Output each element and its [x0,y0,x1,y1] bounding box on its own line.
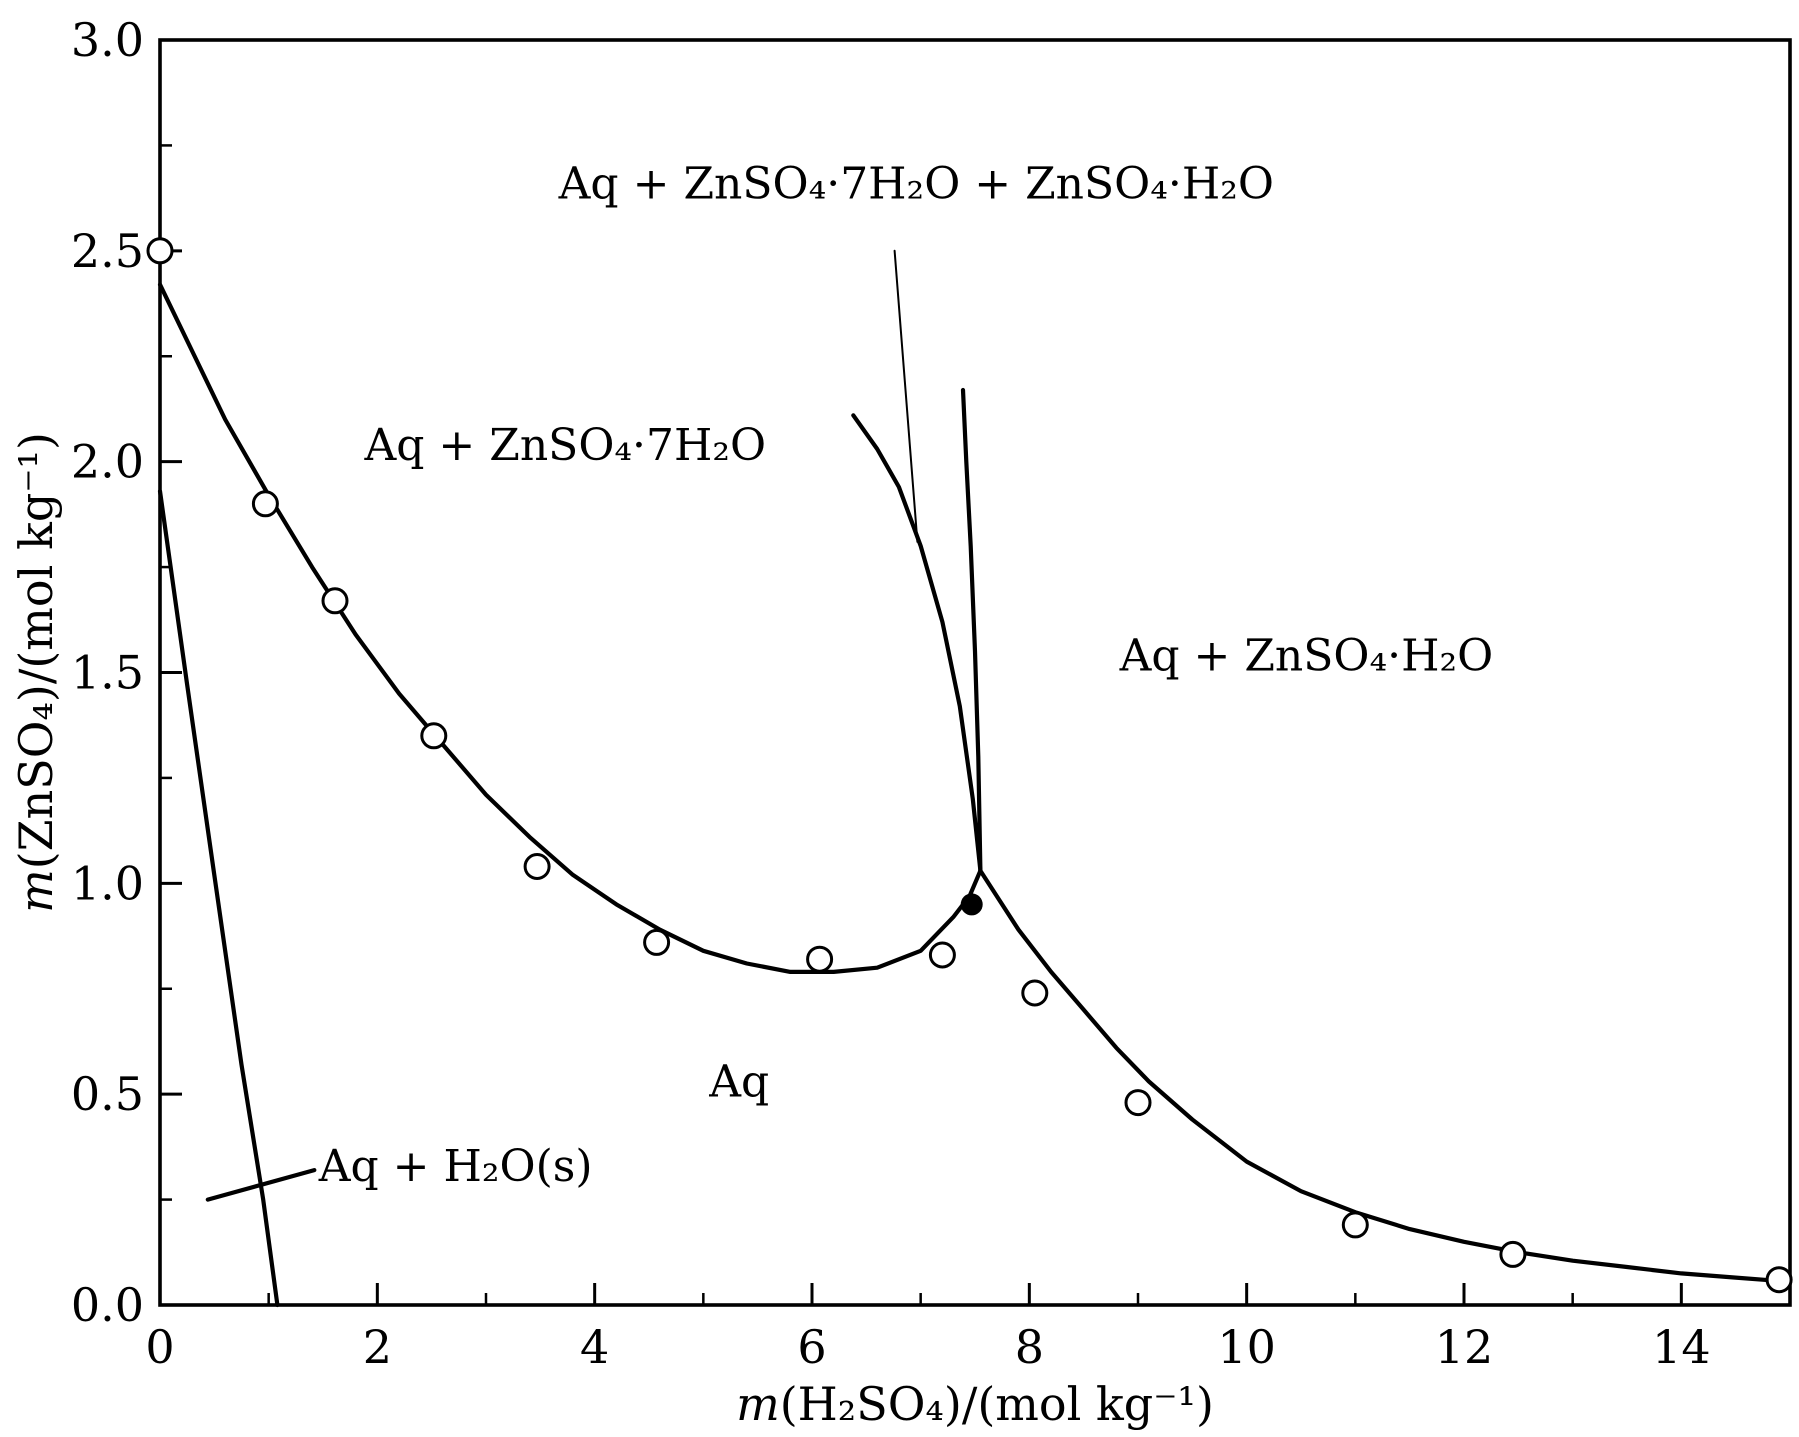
open-data-point [643,928,671,956]
y-tick-label: 0.0 [71,1278,144,1332]
open-data-point [928,941,956,969]
y-tick-label: 1.0 [71,856,144,910]
x-tick-label: 0 [145,1320,174,1374]
curve-ice-solubility-boundary [157,489,280,1308]
open-data-point [146,237,174,265]
open-data-point [1499,1240,1527,1268]
curve-znso4-7h2o-solubility [157,282,983,974]
open-data-point [1021,979,1049,1007]
curve-three-phase-label-leader [893,249,919,543]
y-tick-label: 0.5 [71,1067,144,1121]
region-label: Aq + ZnSO₄·7H₂O [363,420,766,471]
curve-znso4-1h2o-solubility [978,868,1793,1284]
x-tick-label: 6 [797,1320,826,1374]
open-data-point [806,945,834,973]
x-tick-label: 10 [1217,1320,1276,1374]
open-data-point [1341,1211,1369,1239]
y-tick-label: 1.5 [71,646,144,700]
curve-three-phase-wedge-left-boundary [851,413,983,873]
open-data-point [420,722,448,750]
region-label: Aq + H₂O(s) [318,1141,593,1192]
region-label: Aq + ZnSO₄·H₂O [1119,631,1494,682]
open-data-point [1124,1089,1152,1117]
open-data-point [251,490,279,518]
x-tick-label: 2 [363,1320,392,1374]
y-axis-label: m(ZnSO₄)/(mol kg⁻¹) [9,432,63,913]
y-tick-label: 2.5 [71,224,144,278]
open-data-point [321,587,349,615]
region-label: Aq + ZnSO₄·7H₂O + ZnSO₄·H₂O [558,158,1274,209]
open-data-point [1765,1266,1793,1294]
y-tick-label: 3.0 [71,13,144,67]
curve-ice-line-label-pointer [205,1168,317,1202]
x-tick-label: 8 [1015,1320,1044,1374]
x-tick-label: 12 [1435,1320,1494,1374]
x-tick-label: 4 [580,1320,609,1374]
curve-three-phase-wedge-right-boundary [960,387,983,873]
y-tick-label: 2.0 [71,435,144,489]
x-tick-label: 14 [1652,1320,1711,1374]
region-label: Aq [708,1057,769,1108]
x-axis-label: m(H₂SO₄)/(mol kg⁻¹) [736,1377,1214,1431]
open-data-point [523,853,551,880]
filled-data-point [960,893,983,916]
